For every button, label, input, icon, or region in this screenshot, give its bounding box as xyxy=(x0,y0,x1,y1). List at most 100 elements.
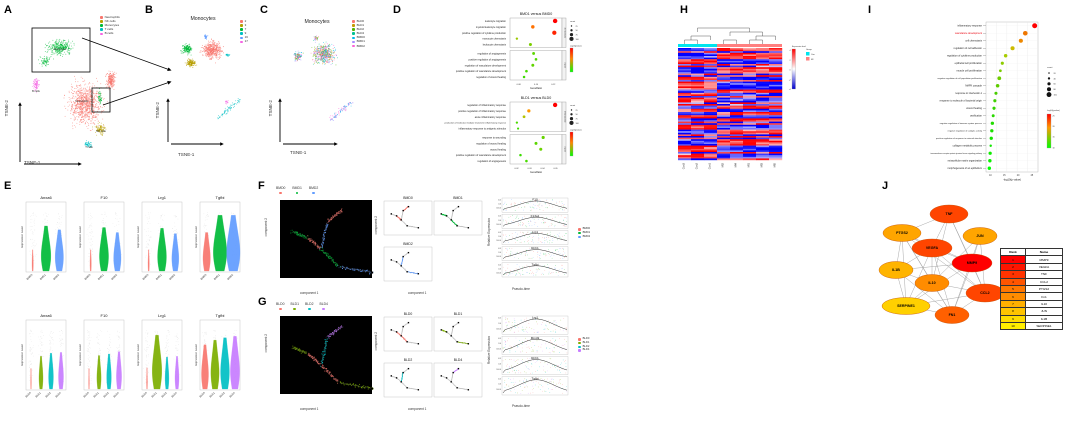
network-node-label: PTGS2 xyxy=(896,231,908,235)
legend-color-swatch xyxy=(352,20,355,23)
trajectory-legend-label: BLD1 xyxy=(290,302,299,306)
violin-group-tick: BLD0 xyxy=(140,390,148,398)
violin-ylabel: Expression Level xyxy=(78,226,82,248)
facet-title: BLD1 xyxy=(454,312,463,316)
legend-label: B cells xyxy=(104,31,114,36)
kinetics-ytick: 1.00 xyxy=(498,252,501,254)
table-name-cell: IL10 xyxy=(1025,299,1063,309)
network-node[interactable]: JUN xyxy=(962,227,998,245)
violin-group-tick: BLD2 xyxy=(160,390,168,398)
panel-letter-h: H xyxy=(680,4,688,16)
panel-b-title: Monocytes xyxy=(190,16,216,22)
panel-g-kinetics-xlabel: Pseudo-time xyxy=(512,404,530,408)
network-node-label: FN1 xyxy=(949,313,956,317)
table-header-cell: Name xyxy=(1025,247,1063,257)
table-row: 8 JUN xyxy=(1000,307,1063,316)
go-term-label: regulation of angiogenesis xyxy=(478,160,507,163)
heatmap-cells xyxy=(678,48,783,161)
cluster-label: Monocytes xyxy=(54,47,67,51)
violin-group-tick: BMD2 xyxy=(168,272,176,280)
pseudotime-kinetics-svg: F10 0.01 1.00 100.00 F13a1 0.01 1.00 100.00 Lrg1… xyxy=(496,198,569,278)
panel-g-trajectory-svg xyxy=(280,316,374,394)
network-node-label: SERPINE1 xyxy=(897,304,915,308)
panel-g-facet-ylabel: component 2 xyxy=(374,332,378,351)
violin-gene-title: Lrg1 xyxy=(158,313,167,318)
violin-group-tick: BLD2 xyxy=(44,390,52,398)
kinetics-ytick: 100.00 xyxy=(496,369,501,371)
panel-c-ylabel: TSNE-2 xyxy=(268,100,273,117)
pvalue-legend-tick: 25 xyxy=(1053,116,1055,118)
heatmap-sample-label: MI1 xyxy=(747,162,751,167)
legend-c-item: BMD1 xyxy=(352,39,365,44)
count-legend-value: 75 xyxy=(576,35,578,37)
go-term-label: positive regulation of response to exter… xyxy=(936,137,982,140)
network-node[interactable]: IL10 xyxy=(914,274,950,292)
table-rank-cell: 2 xyxy=(1000,262,1026,272)
panel-j-hub-table: Rank Name 1 MMP9 2 VEGFA 3 TNF 4 CCL2 5 PTGS2 6 Fn1 7 I… xyxy=(1000,247,1063,331)
network-node[interactable]: TNF xyxy=(929,204,969,224)
kinetics-ytick: 1.00 xyxy=(498,384,501,386)
heatmap-colorbar-tick: -2 xyxy=(789,79,791,81)
heatmap-sample-label: Con1 xyxy=(708,162,712,169)
legend-label: BLD1 xyxy=(582,340,590,344)
go-term-label: negative regulation of cell population p… xyxy=(938,77,983,80)
legend-label: BLD0 xyxy=(582,337,590,340)
violin-group-tick: BMD1 xyxy=(97,272,105,280)
legend-color-swatch xyxy=(578,349,581,353)
network-node[interactable]: MMP9 xyxy=(951,253,993,273)
tsne-all-cells-scatter: Monocytes Neutrophils B cells NK cells T cel… xyxy=(18,27,117,166)
panel-j-network: TNF JUN VEGFA MMP9 PTGS2 IL1B IL10 CCL2 SERPINE1… xyxy=(878,188,1020,338)
network-node[interactable]: FN1 xyxy=(934,306,970,324)
network-node-label: VEGFA xyxy=(926,246,939,250)
go-xtick: 0.03 xyxy=(527,168,532,170)
legend-label: 9 xyxy=(244,31,247,36)
hub-gene-table: Rank Name 1 MMP9 2 VEGFA 3 TNF 4 CCL2 5 PTGS2 6 Fn1 7 I… xyxy=(1000,247,1063,331)
panel-letter-b: B xyxy=(145,4,153,16)
legend-label: BMD2 xyxy=(582,234,591,238)
kinetics-ytick: 1.00 xyxy=(498,323,501,325)
panel-a-plot: Monocytes Neutrophils B cells NK cells T cel… xyxy=(10,12,150,172)
trajectory-legend-dot xyxy=(278,307,282,311)
network-node[interactable]: IL1B xyxy=(878,261,914,279)
heatmap-group-legend-label: MI xyxy=(811,59,814,61)
tsne-monocytes-samples-scatter xyxy=(278,35,354,146)
trajectory-legend-label: BLD4 xyxy=(319,302,328,306)
kinetics-ytick: 1.00 xyxy=(498,236,501,238)
network-node[interactable]: CCL2 xyxy=(965,283,1005,303)
table-row: 5 PTGS2 xyxy=(1000,284,1063,294)
violin-group-tick: BMD0 xyxy=(199,272,207,280)
legend-color-swatch xyxy=(100,28,103,32)
kinetics-gene-title: Tgfbi xyxy=(532,262,539,266)
kinetics-gene-title: Mmp9 xyxy=(531,336,540,340)
trajectory-legend-dot xyxy=(322,307,325,311)
kinetics-ytick: 0.01 xyxy=(498,378,501,380)
go-xtick: 0.05 xyxy=(553,168,558,170)
heatmap-colorbar-tick: -4 xyxy=(789,89,791,91)
panel-c-xlabel: TSNE-1 xyxy=(290,150,307,155)
panel-f-kinetics-xlabel: Pseudo-time xyxy=(512,287,530,291)
legend-b-item: 3 xyxy=(240,24,248,27)
network-node[interactable]: PTGS2 xyxy=(882,224,922,242)
table-rank-cell: 8 xyxy=(1000,307,1026,316)
go-term-label: positive regulation of angiogenesis xyxy=(469,58,507,61)
violin-group-tick: BMD2 xyxy=(52,272,60,280)
roi-box-monocytes xyxy=(31,27,91,73)
legend-label: BMD1 xyxy=(356,39,365,44)
network-node-label: IL1B xyxy=(892,268,900,272)
panel-e-violins-bmd: Anxa6 Expression Level BMD0 BMD1 BMD2 F10 Expr… xyxy=(12,188,252,298)
table-name-cell: PTGS2 xyxy=(1025,284,1063,294)
trajectory-legend-dot xyxy=(295,191,299,195)
go-xlabel: -log10(p value) xyxy=(1003,178,1021,182)
violin-ylabel: Expression Level xyxy=(78,344,82,366)
legend-label: Monocytes xyxy=(104,23,120,28)
facet-title: BMD2 xyxy=(403,242,413,246)
panel-a-ylabel: TSNE-2 xyxy=(4,100,9,117)
network-node[interactable]: SERPINE1 xyxy=(881,297,931,315)
ppi-network-svg: TNF JUN VEGFA MMP9 PTGS2 IL1B IL10 CCL2 SERPINE1… xyxy=(878,204,1005,324)
panel-g-legend: BLD0 BLD1 BLD2 BLD4 xyxy=(276,302,328,311)
panel-f-kinetics-ylabel: Relative Expression xyxy=(487,218,491,247)
heatmap-sample-label: MI4 xyxy=(734,162,738,167)
network-node[interactable]: VEGFA xyxy=(911,238,953,258)
panel-letter-f: F xyxy=(258,180,265,192)
